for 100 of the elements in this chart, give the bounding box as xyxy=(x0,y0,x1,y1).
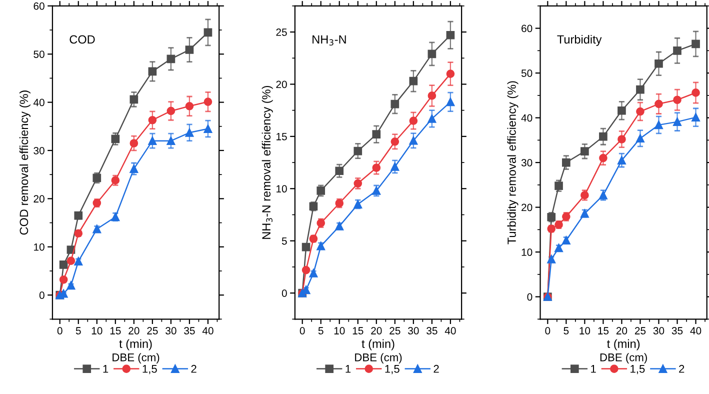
y-tick-label: 10 xyxy=(34,243,44,251)
point xyxy=(390,100,400,108)
point xyxy=(409,136,418,145)
point xyxy=(166,54,176,64)
y-tick-label: 20 xyxy=(276,80,287,88)
point xyxy=(185,128,194,137)
point xyxy=(302,266,310,274)
y-tick-label: 25 xyxy=(276,28,287,36)
x-tick-label: 10 xyxy=(334,327,345,334)
y-tick-label: 30 xyxy=(521,159,532,166)
y-tick-label: 40 xyxy=(521,114,532,122)
y-tick-label: 30 xyxy=(34,146,44,154)
x-tick-label: 40 xyxy=(690,327,702,334)
x-tick-label: 30 xyxy=(653,327,664,334)
legend-label: 1,5 xyxy=(630,365,645,374)
point xyxy=(562,236,570,245)
legend-label: 2 xyxy=(434,364,439,373)
point xyxy=(692,88,700,97)
y-tick-label: 15 xyxy=(276,133,287,140)
x-tick-label: 10 xyxy=(580,327,590,334)
point xyxy=(580,147,589,156)
point xyxy=(148,136,157,146)
x-tick-label: 20 xyxy=(616,327,628,334)
point xyxy=(562,158,570,167)
point xyxy=(166,136,176,146)
x-tick-label: 0 xyxy=(57,327,62,334)
point xyxy=(554,244,563,252)
y-tick-label: 10 xyxy=(276,185,287,193)
annotation: Turbidity xyxy=(557,34,602,46)
point xyxy=(302,242,310,252)
point xyxy=(673,118,682,126)
x-tick-label: 40 xyxy=(444,327,456,334)
point xyxy=(654,59,663,68)
point xyxy=(354,179,362,188)
x-axis-title: t (min) xyxy=(362,339,394,350)
legend-label: 1 xyxy=(346,365,351,373)
x-tick-label: 20 xyxy=(128,327,140,334)
point xyxy=(428,50,436,58)
x-axis-title: t (min) xyxy=(607,339,640,350)
x-tick-label: 25 xyxy=(390,327,400,334)
point xyxy=(599,154,608,162)
y-axis-title: NH$_{3}$-N removal efficiency (%) xyxy=(262,86,273,239)
point xyxy=(372,130,381,138)
y-tick-label: 50 xyxy=(521,70,532,77)
x-tick-label: 5 xyxy=(564,327,569,334)
point xyxy=(636,107,644,116)
point xyxy=(335,166,344,176)
point xyxy=(618,135,626,144)
point xyxy=(428,92,436,100)
x-tick-label: 25 xyxy=(634,327,646,334)
point xyxy=(636,134,644,143)
y-tick-label: 20 xyxy=(522,204,532,212)
x-tick-label: 30 xyxy=(166,327,176,334)
point xyxy=(673,96,682,104)
y-tick-label: 10 xyxy=(522,248,532,256)
point xyxy=(316,242,326,250)
point xyxy=(185,46,194,54)
point xyxy=(204,124,212,133)
point xyxy=(692,113,700,122)
point xyxy=(316,186,326,195)
point xyxy=(354,146,362,156)
y-axis-title: Turbidity removal efficiency (%) xyxy=(507,81,518,244)
point xyxy=(335,222,344,230)
x-tick-label: 35 xyxy=(184,327,195,334)
point xyxy=(111,134,120,144)
x-tick-label: 30 xyxy=(408,327,419,334)
x-tick-label: 20 xyxy=(371,327,382,334)
y-tick-label: 20 xyxy=(34,195,44,203)
x-tick-label: 5 xyxy=(76,327,81,334)
y-tick-label: 60 xyxy=(34,2,44,10)
legend-title: DBE (cm) xyxy=(112,353,160,364)
x-tick-label: 15 xyxy=(352,327,364,334)
point xyxy=(185,102,194,110)
point xyxy=(130,139,138,148)
x-tick-label: 0 xyxy=(300,327,305,334)
point xyxy=(636,85,644,94)
legend-label: 1,5 xyxy=(385,365,400,374)
legend-title: DBE (cm) xyxy=(600,353,647,364)
x-tick-label: 0 xyxy=(545,327,550,334)
point xyxy=(554,182,563,190)
point xyxy=(59,260,68,269)
legend-label: 1 xyxy=(103,365,108,373)
x-tick-label: 15 xyxy=(598,327,609,334)
point xyxy=(692,40,700,48)
x-tick-label: 15 xyxy=(110,327,121,334)
x-tick-label: 35 xyxy=(426,327,438,334)
point xyxy=(446,30,455,40)
point xyxy=(409,76,418,86)
point xyxy=(409,116,418,125)
point xyxy=(204,98,212,106)
legend-label: 2 xyxy=(679,364,684,373)
point xyxy=(372,186,381,195)
point xyxy=(66,281,76,290)
point xyxy=(446,70,455,78)
point xyxy=(618,106,626,115)
point xyxy=(166,106,176,116)
legend-label: 1 xyxy=(591,365,596,373)
point xyxy=(446,98,455,106)
point xyxy=(92,224,102,234)
point xyxy=(148,67,157,76)
